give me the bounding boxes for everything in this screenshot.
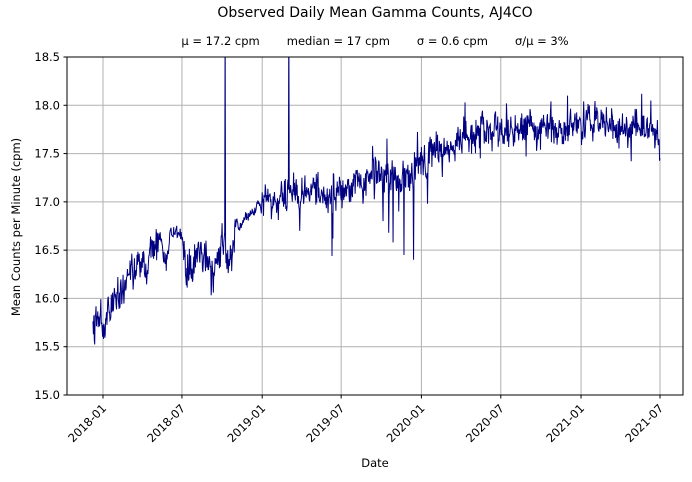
stats-line: μ = 17.2 cpm median = 17 cpm σ = 0.6 cpm…	[67, 34, 683, 48]
x-tick-label: 2020-01	[384, 401, 428, 445]
y-tick-label: 15.5	[34, 340, 60, 354]
y-tick-label: 17.0	[34, 195, 60, 209]
stat-sigma-over-mu: σ/μ = 3%	[514, 34, 569, 48]
x-tick-label: 2020-07	[463, 401, 507, 445]
x-tick-label: 2021-07	[622, 401, 666, 445]
x-tick-label: 2018-01	[65, 401, 109, 445]
chart-title: Observed Daily Mean Gamma Counts, AJ4CO	[217, 5, 533, 21]
y-tick-label: 17.5	[34, 147, 60, 161]
stat-mean: μ = 17.2 cpm	[181, 34, 260, 48]
stat-median: median = 17 cpm	[286, 34, 390, 48]
y-tick-label: 15.0	[34, 388, 60, 402]
x-tick-label: 2019-07	[303, 401, 347, 445]
y-tick-label: 16.0	[34, 291, 60, 305]
x-tick-label: 2019-01	[224, 401, 268, 445]
y-tick-label: 16.5	[34, 243, 60, 257]
data-line	[92, 57, 661, 345]
plot-border	[66, 56, 684, 396]
stat-sigma: σ = 0.6 cpm	[416, 34, 488, 48]
x-axis-label: Date	[361, 456, 389, 470]
y-tick-label: 18.0	[34, 98, 60, 112]
y-tick-label: 18.5	[34, 50, 60, 64]
x-tick-label: 2018-07	[144, 401, 188, 445]
x-tick-label: 2021-01	[543, 401, 587, 445]
